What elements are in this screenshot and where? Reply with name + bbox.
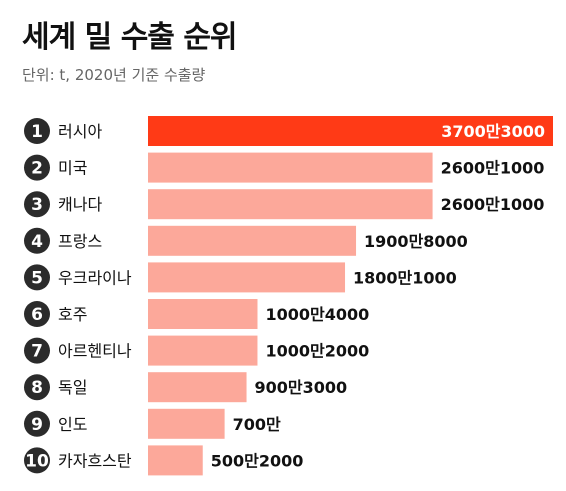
value-label: 1900만8000 bbox=[364, 232, 468, 251]
bar bbox=[148, 408, 225, 439]
bar bbox=[148, 189, 433, 220]
value-label: 900만3000 bbox=[255, 378, 348, 397]
rank-number: 5 bbox=[31, 268, 43, 288]
rank-badge bbox=[24, 118, 50, 144]
value-label: 2600만1000 bbox=[441, 195, 545, 214]
rank-number: 8 bbox=[31, 378, 43, 398]
bar bbox=[148, 445, 203, 476]
category-label: 아르헨티나 bbox=[58, 342, 132, 361]
rank-number: 9 bbox=[31, 415, 43, 435]
rank-badge bbox=[24, 264, 50, 291]
rank-badge bbox=[24, 410, 50, 437]
rank-number: 2 bbox=[31, 159, 43, 179]
rank-badge bbox=[24, 374, 50, 401]
category-label: 미국 bbox=[58, 159, 87, 178]
value-label: 1000만4000 bbox=[265, 305, 369, 324]
bar bbox=[148, 225, 357, 256]
category-label: 프랑스 bbox=[58, 232, 102, 251]
rank-number: 7 bbox=[31, 342, 43, 362]
chart-subtitle: 단위: t, 2020년 기준 수출량 bbox=[22, 66, 206, 84]
rank-badge bbox=[24, 154, 50, 181]
category-label: 우크라이나 bbox=[58, 268, 132, 287]
bar bbox=[148, 262, 346, 293]
rank-number: 6 bbox=[31, 305, 43, 325]
value-label: 500만2000 bbox=[211, 451, 304, 470]
chart-title: 세계 밀 수출 순위 bbox=[22, 20, 238, 55]
value-label: 1800만1000 bbox=[353, 268, 457, 287]
category-label: 캐나다 bbox=[58, 195, 102, 214]
category-label: 호주 bbox=[58, 305, 87, 324]
bar bbox=[148, 116, 553, 146]
bar bbox=[148, 152, 433, 183]
value-label: 700만 bbox=[233, 415, 281, 434]
value-label: 1000만2000 bbox=[265, 342, 369, 361]
rank-badge bbox=[24, 191, 50, 218]
rank-number: 10 bbox=[25, 451, 49, 471]
bar bbox=[148, 299, 258, 329]
rank-badge bbox=[24, 337, 50, 364]
category-label: 카자흐스탄 bbox=[58, 451, 132, 470]
category-label: 독일 bbox=[58, 378, 87, 397]
rank-number: 4 bbox=[31, 232, 43, 252]
value-label: 2600만1000 bbox=[441, 159, 545, 178]
rank-badge bbox=[24, 227, 50, 254]
category-label: 인도 bbox=[58, 415, 87, 434]
bar bbox=[148, 372, 247, 403]
rank-badge bbox=[24, 447, 50, 474]
bar bbox=[148, 335, 258, 366]
category-label: 러시아 bbox=[58, 122, 102, 141]
rank-badge bbox=[24, 301, 50, 327]
rank-number: 1 bbox=[31, 122, 43, 142]
value-label: 3700만3000 bbox=[441, 122, 545, 141]
rank-number: 3 bbox=[31, 195, 43, 215]
